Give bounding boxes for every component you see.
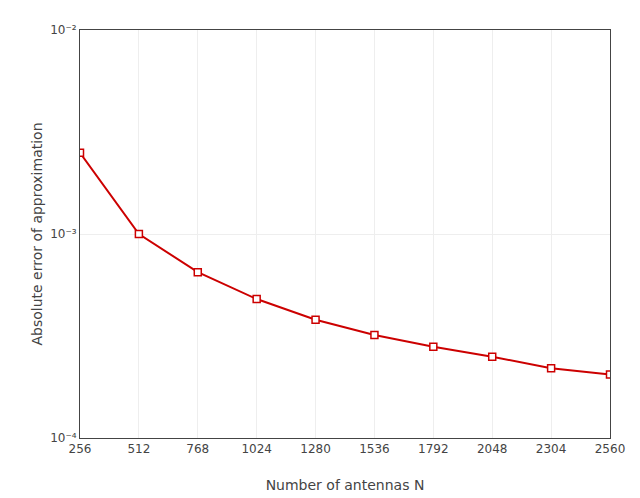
svg-text:10⁻²: 10⁻² (50, 23, 77, 37)
svg-text:2304: 2304 (536, 442, 567, 456)
svg-text:512: 512 (127, 442, 150, 456)
svg-text:1024: 1024 (241, 442, 272, 456)
svg-text:1792: 1792 (418, 442, 449, 456)
svg-text:1536: 1536 (359, 442, 390, 456)
svg-text:2560: 2560 (595, 442, 626, 456)
svg-text:1280: 1280 (300, 442, 331, 456)
svg-text:256: 256 (69, 442, 92, 456)
svg-text:Absolute error of approximatio: Absolute error of approximation (29, 122, 45, 345)
svg-text:10⁻³: 10⁻³ (50, 227, 77, 241)
svg-text:10⁻⁴: 10⁻⁴ (50, 431, 77, 445)
svg-text:768: 768 (186, 442, 209, 456)
svg-text:2048: 2048 (477, 442, 508, 456)
svg-text:Number of antennas N: Number of antennas N (266, 477, 425, 493)
